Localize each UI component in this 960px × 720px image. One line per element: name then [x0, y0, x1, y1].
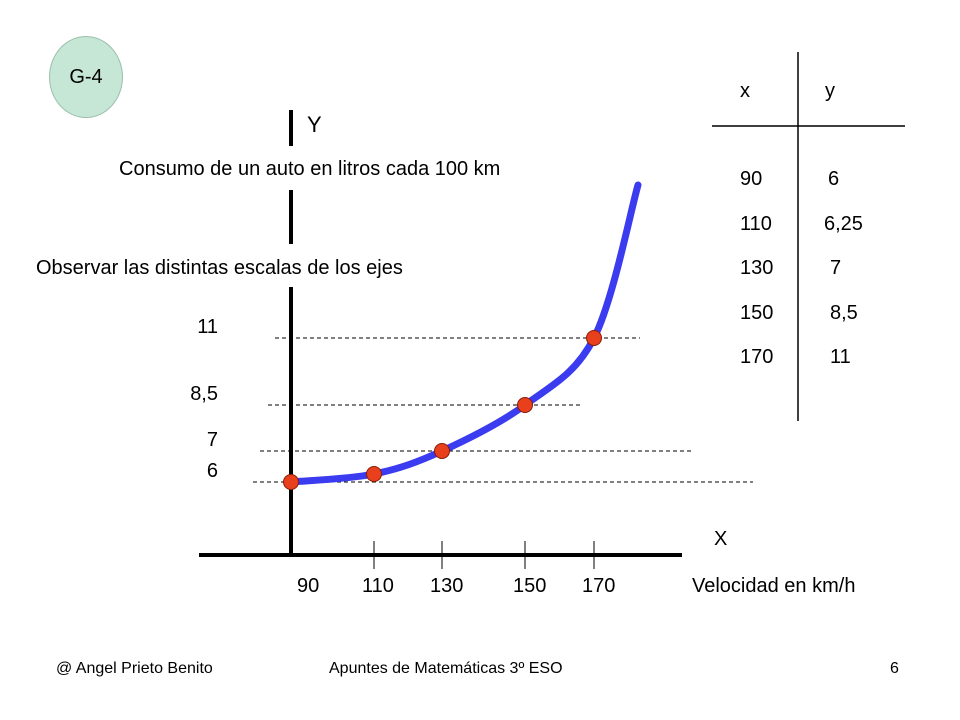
- badge-label: G-4: [69, 65, 103, 88]
- table-header-y: y: [825, 80, 835, 102]
- x-tick-label: 90: [297, 575, 320, 597]
- table-cell-y: 11: [830, 346, 851, 368]
- chart-subtitle: Observar las distintas escalas de los ej…: [36, 257, 403, 279]
- footer-course: Apuntes de Matemáticas 3º ESO: [329, 660, 563, 677]
- data-point: [283, 474, 299, 490]
- y-axis-name: Y: [307, 112, 322, 137]
- table-cell-x: 150: [740, 301, 774, 324]
- data-point: [517, 397, 533, 413]
- table-cell-y: 6,25: [824, 212, 863, 235]
- x-tick-label: 150: [513, 575, 547, 597]
- table-cell-x: 170: [740, 346, 774, 368]
- table-cell-y: 6: [828, 168, 840, 190]
- table-header-x: x: [740, 80, 750, 102]
- slide-badge: G-4: [49, 36, 123, 118]
- table-cell-x: 110: [740, 212, 772, 235]
- y-tick-label: 8,5: [190, 383, 218, 405]
- x-tick-label: 170: [582, 575, 616, 597]
- x-axis-label: Velocidad en km/h: [692, 575, 856, 597]
- table-cell-x: 130: [740, 257, 774, 279]
- data-point: [586, 330, 602, 346]
- data-point: [434, 443, 450, 459]
- x-tick-label: 110: [362, 575, 394, 597]
- table-cell-y: 8,5: [830, 301, 858, 324]
- data-point: [366, 466, 382, 482]
- footer-page-number: 6: [890, 660, 899, 677]
- footer-author: @ Angel Prieto Benito: [56, 660, 213, 677]
- x-axis-name: X: [714, 528, 728, 550]
- y-tick-label: 11: [197, 316, 218, 338]
- y-tick-label: 7: [206, 429, 218, 451]
- chart-title: Consumo de un auto en litros cada 100 km: [119, 158, 501, 180]
- table-cell-x: 90: [740, 168, 763, 190]
- x-tick-label: 130: [430, 575, 464, 597]
- y-tick-label: 6: [206, 460, 218, 482]
- table-cell-y: 7: [830, 257, 842, 279]
